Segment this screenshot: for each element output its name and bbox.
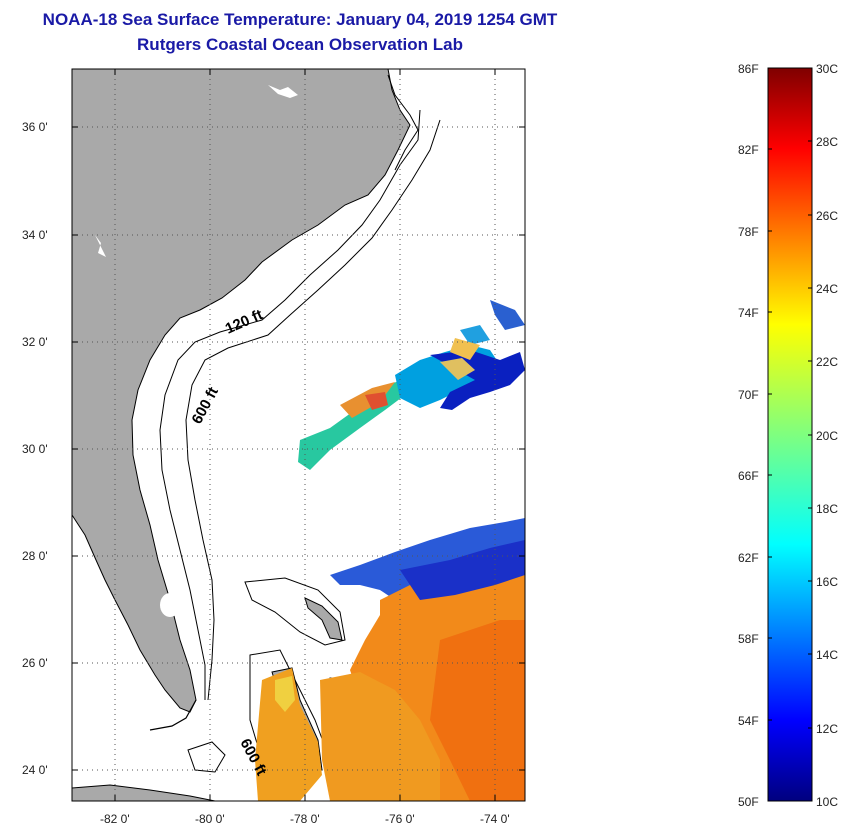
colorbar-label-c: 28C: [816, 135, 838, 149]
colorbar-label-f: 50F: [738, 795, 759, 809]
colorbar-label-c: 18C: [816, 502, 838, 516]
lake-sc: [95, 235, 106, 257]
lat-label: 32 0': [22, 335, 48, 349]
colorbar-label-c: 16C: [816, 575, 838, 589]
colorbar-label-f: 78F: [738, 225, 759, 239]
lat-axis: [72, 126, 525, 771]
outer-banks: [387, 74, 419, 171]
lat-label: 24 0': [22, 763, 48, 777]
colorbar-label-f: 66F: [738, 469, 759, 483]
colorbar-ticks-c: [808, 67, 812, 802]
colorbar-label-c: 12C: [816, 722, 838, 736]
map-subtitle: Rutgers Coastal Ocean Observation Lab: [137, 35, 463, 54]
lat-label: 30 0': [22, 442, 48, 456]
colorbar-label-f: 86F: [738, 62, 759, 76]
colorbar-label-c: 14C: [816, 648, 838, 662]
lake-okeechobee: [160, 593, 180, 617]
lat-label: 26 0': [22, 656, 48, 670]
bahamas-bank-north: [244, 577, 346, 646]
contour-600ft-line: [185, 119, 441, 701]
land-mass: [72, 69, 411, 713]
colorbar-label-c: 30C: [816, 62, 838, 76]
cay-sal-bank: [187, 741, 226, 773]
lat-label: 36 0': [22, 120, 48, 134]
temperature-colorbar: [767, 67, 813, 802]
colorbar-label-f: 82F: [738, 143, 759, 157]
cuba-land: [72, 784, 216, 801]
map-title: NOAA-18 Sea Surface Temperature: January…: [42, 10, 558, 29]
lon-label: -76 0': [385, 812, 415, 826]
colorbar-ticks-f: [768, 67, 772, 802]
lon-label: -78 0': [290, 812, 320, 826]
lon-label: -80 0': [195, 812, 225, 826]
colorbar-label-f: 54F: [738, 714, 759, 728]
colorbar-label-c: 20C: [816, 429, 838, 443]
graticule: [72, 69, 525, 801]
colorbar-label-c: 10C: [816, 795, 838, 809]
lake-north: [268, 85, 298, 98]
lon-label: -74 0': [480, 812, 510, 826]
lon-label: -82 0': [100, 812, 130, 826]
lat-label: 34 0': [22, 228, 48, 242]
lat-label: 28 0': [22, 549, 48, 563]
bahamas-island-abaco: [304, 597, 343, 641]
colorbar-label-f: 58F: [738, 632, 759, 646]
colorbar-label-f: 62F: [738, 551, 759, 565]
florida-keys: [149, 699, 197, 731]
contour-120ft-line: [159, 109, 421, 700]
lon-axis: [114, 69, 496, 801]
plot-frame: [71, 68, 526, 802]
sst-data: [255, 300, 525, 801]
colorbar-label-c: 24C: [816, 282, 838, 296]
colorbar-label-f: 74F: [738, 306, 759, 320]
colorbar-label-c: 22C: [816, 355, 838, 369]
colorbar-label-c: 26C: [816, 209, 838, 223]
colorbar-label-f: 70F: [738, 388, 759, 402]
